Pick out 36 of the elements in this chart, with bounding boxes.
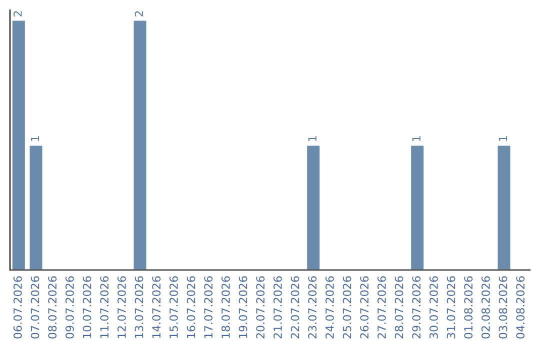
x-tick-label: 22.07.2026	[290, 276, 300, 338]
x-tick-label: 09.07.2026	[65, 276, 74, 338]
x-tick-label: 03.08.2026	[498, 276, 508, 338]
data-label: 1	[308, 136, 316, 141]
x-tick-label: 04.08.2026	[516, 276, 525, 338]
x-tick-label: 02.08.2026	[481, 276, 490, 338]
x-tick-label: 18.07.2026	[221, 276, 230, 338]
x-tick-label: 06.07.2026	[13, 276, 22, 338]
x-tick-label: 17.07.2026	[204, 276, 213, 338]
x-tick-label: 13.07.2026	[134, 276, 144, 338]
x-tick-label: 23.07.2026	[308, 276, 317, 338]
x-tick-label: 14.07.2026	[152, 276, 161, 338]
x-tick-label: 26.07.2026	[360, 276, 369, 338]
x-tick-label: 11.07.2026	[100, 276, 109, 338]
x-tick-label: 19.07.2026	[238, 276, 248, 338]
x-tick-label: 28.07.2026	[394, 276, 404, 338]
x-tick-label: 08.07.2026	[48, 276, 57, 338]
data-label: 2	[13, 11, 22, 16]
x-tick-label: 30.07.2026	[429, 276, 438, 338]
x-tick-label: 01.08.2026	[464, 276, 473, 338]
data-label: 2	[134, 11, 144, 16]
x-tick-label: 20.07.2026	[256, 276, 265, 338]
data-label: 1	[30, 136, 40, 141]
x-tick-label: 07.07.2026	[30, 276, 40, 338]
x-tick-label: 24.07.2026	[325, 276, 334, 338]
x-tick-label: 15.07.2026	[169, 276, 178, 338]
x-tick-label: 31.07.2026	[446, 276, 456, 338]
x-tick-label: 29.07.2026	[412, 276, 421, 338]
x-tick-label: 21.07.2026	[273, 276, 282, 338]
x-tick-label: 25.07.2026	[342, 276, 352, 338]
x-tick-label: 27.07.2026	[377, 276, 386, 338]
x-tick-label: 10.07.2026	[82, 276, 92, 338]
data-label: 1	[412, 136, 420, 141]
x-tick-label: 16.07.2026	[186, 276, 196, 338]
data-label: 1	[498, 136, 508, 141]
x-tick-label: 12.07.2026	[117, 276, 126, 338]
